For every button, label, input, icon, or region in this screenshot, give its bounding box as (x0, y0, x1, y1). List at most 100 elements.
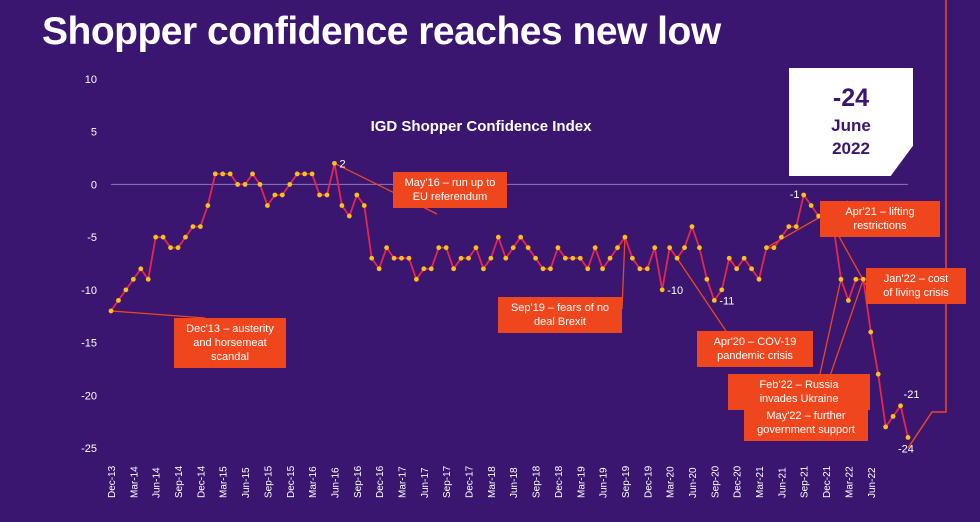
y-tick-label: 10 (85, 74, 97, 86)
data-point (808, 203, 814, 208)
annotation-dec13: Dec'13 – austerity and horsemeat scandal (174, 318, 286, 368)
annotation-line: Dec'13 – austerity (186, 323, 274, 335)
data-point (160, 234, 166, 240)
data-point (719, 287, 725, 293)
data-point (756, 276, 762, 282)
annotation-connector (621, 237, 626, 310)
annotation-connector (819, 279, 842, 375)
data-point (548, 266, 553, 272)
data-point (145, 276, 151, 282)
data-point (212, 171, 218, 177)
data-point (816, 213, 822, 219)
x-tick-label: Jun-22 (867, 467, 878, 498)
data-point (272, 192, 278, 198)
data-point (116, 298, 121, 303)
x-tick-label: Mar-14 (129, 466, 140, 498)
data-point (175, 245, 181, 251)
data-point (153, 234, 159, 240)
annotation-line: Apr'20 – COV-19 (713, 336, 797, 348)
data-point (190, 224, 196, 230)
point-value-label: -21 (904, 389, 920, 401)
data-point (846, 298, 851, 303)
annotation-line: Feb'22 – Russia (759, 379, 839, 391)
data-point (607, 255, 613, 261)
data-point (428, 266, 434, 272)
data-point (659, 287, 665, 293)
data-point (644, 266, 650, 272)
x-tick-label: Jun-17 (420, 467, 431, 498)
annotation-line: EU referendum (412, 191, 488, 203)
annotation-apr21: Apr'21 – lifting restrictions (820, 201, 940, 237)
data-point (741, 255, 747, 261)
data-point (533, 255, 538, 261)
data-point (749, 266, 754, 272)
x-tick-label: Dec-18 (554, 465, 565, 498)
data-point (682, 245, 687, 251)
x-tick-label: Sep-20 (710, 465, 721, 498)
data-point (518, 234, 524, 240)
point-value-label: -11 (719, 295, 734, 307)
x-tick-label: Dec-16 (375, 465, 386, 498)
data-point (421, 266, 427, 272)
annotation-sep19: Sep'19 – fears of no deal Brexit (498, 297, 622, 333)
data-point (540, 266, 546, 272)
data-point (376, 266, 382, 272)
data-point (637, 266, 643, 272)
x-tick-label: Mar-17 (397, 466, 408, 498)
callout-month: June (831, 116, 871, 135)
annotation-line: scandal (211, 351, 249, 363)
data-point (801, 192, 807, 198)
annotation-may16: May'16 – run up to EU referendum (393, 172, 507, 208)
data-point (905, 435, 911, 440)
x-tick-label: Jun-21 (777, 467, 788, 498)
annotation-line: and horsemeat (193, 337, 267, 349)
data-point (436, 245, 442, 251)
data-point (764, 245, 769, 251)
data-point (130, 276, 136, 282)
data-point (332, 160, 337, 166)
data-point (369, 255, 375, 261)
x-tick-label: Dec-19 (643, 465, 654, 498)
x-tick-label: Sep-19 (621, 465, 632, 498)
data-point (279, 192, 285, 198)
data-point (652, 245, 658, 251)
data-point (361, 203, 367, 208)
page-title: Shopper confidence reaches new low (42, 10, 721, 53)
data-point (413, 276, 419, 282)
data-point (220, 171, 226, 177)
x-tick-label: Jun-16 (330, 467, 341, 498)
data-point (890, 413, 896, 419)
data-point (257, 182, 263, 187)
data-point (406, 255, 412, 261)
data-point (503, 255, 509, 261)
annotation-line: deal Brexit (534, 316, 586, 328)
x-tick-label: Dec-21 (822, 465, 833, 498)
data-point (242, 182, 248, 187)
data-point (600, 266, 606, 272)
data-point (570, 255, 576, 261)
data-point (786, 224, 792, 230)
data-point (697, 245, 702, 251)
x-tick-label: Mar-19 (576, 466, 587, 498)
annotation-may22: May'22 – further government support (744, 405, 868, 441)
data-point (488, 255, 494, 261)
annotation-connector (676, 257, 727, 332)
data-point (443, 245, 449, 251)
data-point (525, 245, 531, 251)
annotation-line: of living crisis (883, 287, 949, 299)
x-tick-label: Mar-21 (755, 466, 766, 498)
data-point (592, 245, 598, 251)
data-point (689, 224, 695, 230)
y-tick-label: -10 (81, 285, 97, 297)
data-point (384, 245, 389, 251)
y-tick-label: -25 (81, 443, 97, 455)
data-point (317, 192, 322, 198)
x-tick-label: Mar-20 (666, 466, 677, 498)
data-point (302, 171, 308, 177)
annotation-line: invades Ukraine (759, 393, 839, 405)
data-point (309, 171, 315, 177)
data-point (123, 287, 129, 293)
data-point (481, 266, 486, 272)
data-point (853, 276, 859, 282)
